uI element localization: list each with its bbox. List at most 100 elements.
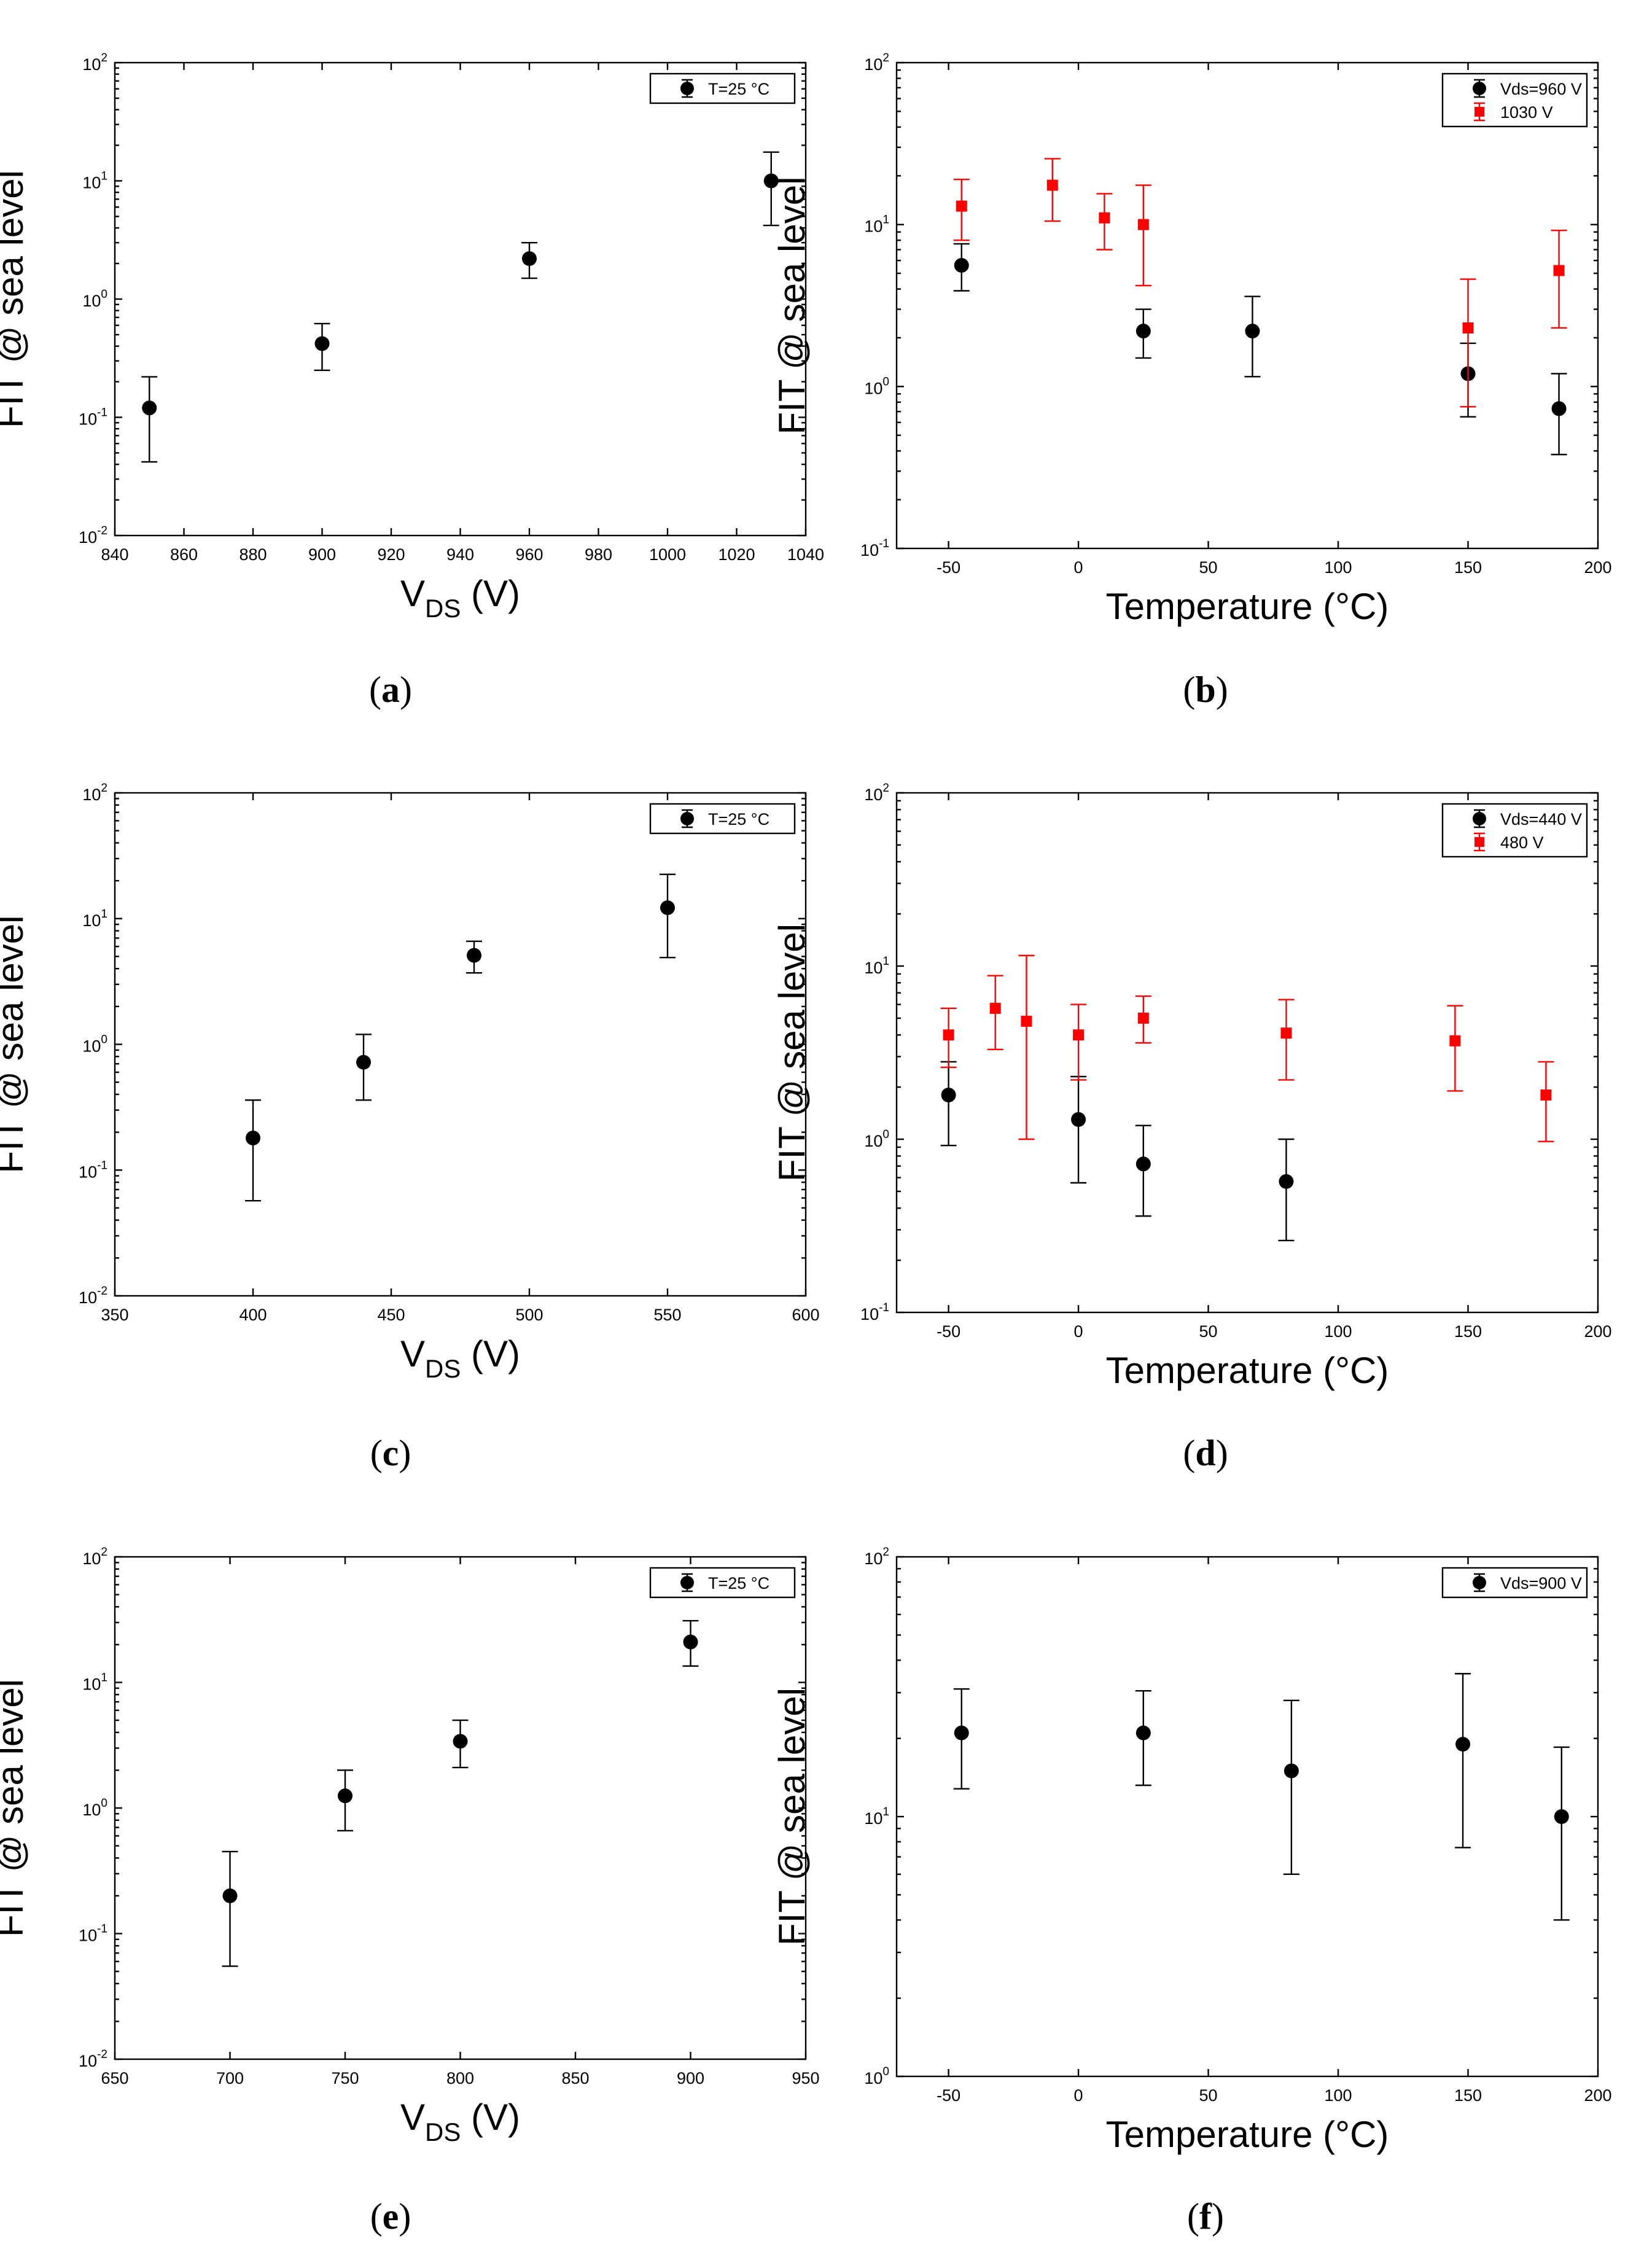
legend: T=25 °C	[649, 803, 796, 835]
legend: Vds=900 V	[1441, 1567, 1588, 1599]
chart-panel-b: -50 0 50 100 150 200 10-1 100 101 102 FIT @ sea le…	[771, 52, 1612, 710]
legend-label: 1030 V	[1500, 103, 1553, 122]
plot-area	[895, 1556, 1599, 2078]
series-0	[245, 873, 676, 1202]
legend-marker	[1474, 837, 1484, 847]
x-tick-label: 700	[216, 2069, 244, 2087]
legend: Vds=960 V 1030 V	[1441, 72, 1588, 128]
x-tick-label: -50	[937, 558, 960, 577]
x-tick-label: 850	[561, 2069, 589, 2087]
x-tick-label: 400	[239, 1306, 267, 1324]
plot-area	[114, 1556, 807, 2060]
x-tick-label: 0	[1074, 1322, 1083, 1341]
y-tick-label: 10-1	[860, 1301, 889, 1323]
y-tick-label: 102	[864, 52, 889, 74]
x-tick-label: 750	[331, 2069, 359, 2087]
y-axis-title: FIT @ sea level	[771, 924, 812, 1182]
data-point	[1245, 324, 1260, 339]
x-tick-label: 50	[1199, 2086, 1218, 2105]
panel-caption: (f)	[1187, 2196, 1224, 2237]
x-tick-label: 450	[377, 1306, 405, 1324]
y-tick-label: 10-2	[79, 2048, 107, 2070]
data-point	[1135, 1156, 1151, 1172]
x-tick-label: -50	[937, 1322, 960, 1341]
x-tick-label: 860	[170, 545, 198, 564]
legend-marker	[1473, 1576, 1486, 1589]
legend-label: Vds=900 V	[1500, 1574, 1582, 1592]
chart-panel-a: 840 860 880 900 920 940 960 980 1000 1020 1040 10-2…	[0, 52, 824, 710]
x-tick-label: 100	[1325, 1322, 1352, 1341]
legend-label: T=25 °C	[708, 810, 769, 828]
legend-box	[649, 803, 796, 835]
legend-marker	[1473, 812, 1486, 825]
data-point	[338, 1788, 353, 1804]
y-tick-label: 101	[82, 908, 107, 930]
x-tick-label: 0	[1074, 2086, 1083, 2105]
legend-box	[1441, 803, 1588, 858]
x-tick-label: 960	[515, 545, 543, 564]
data-point	[1135, 1725, 1151, 1740]
series-1	[940, 954, 1554, 1142]
x-tick-label: 100	[1325, 558, 1352, 577]
x-axis-title: VDS (V)	[400, 2097, 520, 2146]
x-tick-label: 980	[585, 545, 612, 564]
data-point	[1135, 324, 1151, 339]
series-0	[940, 1061, 1295, 1242]
y-axis-title: FIT @ sea level	[0, 916, 31, 1174]
data-point	[1137, 1012, 1149, 1024]
y-tick-label: 101	[864, 1806, 889, 1828]
legend-label: 480 V	[1500, 833, 1544, 852]
legend: T=25 °C	[649, 1567, 796, 1599]
y-tick-label: 100	[82, 288, 107, 310]
y-tick-label: 102	[82, 782, 107, 804]
data-point	[954, 258, 969, 273]
legend-label: Vds=960 V	[1500, 80, 1582, 98]
data-point	[142, 400, 157, 416]
y-tick-label: 100	[864, 375, 889, 397]
data-point	[1279, 1174, 1294, 1189]
x-tick-label: 900	[677, 2069, 704, 2087]
x-tick-label: 900	[308, 545, 336, 564]
y-tick-label: 102	[864, 1546, 889, 1568]
x-tick-label: 920	[377, 545, 405, 564]
legend-box	[1441, 1567, 1588, 1599]
data-point	[989, 1002, 1001, 1014]
legend-box	[649, 1567, 796, 1599]
data-point	[1283, 1763, 1299, 1779]
data-point	[660, 900, 675, 916]
y-tick-label: 10-2	[79, 1285, 107, 1307]
y-tick-label: 102	[864, 782, 889, 804]
data-point	[763, 173, 779, 189]
data-point	[1280, 1027, 1292, 1039]
x-axis-title: Temperature (°C)	[1106, 586, 1389, 627]
x-tick-label: 800	[446, 2069, 474, 2087]
plot-area	[114, 792, 807, 1297]
plot-area	[895, 792, 1599, 1314]
series-0	[953, 243, 1567, 456]
data-point	[356, 1054, 371, 1070]
x-tick-label: 550	[653, 1306, 681, 1324]
x-tick-label: 600	[792, 1306, 819, 1324]
legend-marker	[1474, 107, 1484, 117]
legend: Vds=440 V 480 V	[1441, 803, 1588, 858]
y-tick-label: 102	[82, 52, 107, 74]
data-point	[956, 200, 967, 212]
x-tick-label: 150	[1454, 558, 1482, 577]
data-point	[1073, 1029, 1085, 1041]
x-tick-label: 50	[1199, 1322, 1218, 1341]
panel-caption: (a)	[369, 669, 412, 710]
data-point	[1449, 1035, 1461, 1046]
x-tick-label: 350	[101, 1306, 128, 1324]
data-point	[314, 336, 330, 351]
data-point	[1540, 1089, 1552, 1101]
x-tick-label: 100	[1325, 2086, 1352, 2105]
y-tick-label: 101	[82, 170, 107, 192]
x-tick-label: 500	[515, 1306, 543, 1324]
y-tick-label: 10-2	[79, 524, 107, 547]
x-tick-label: 200	[1584, 558, 1611, 577]
data-point	[1071, 1112, 1086, 1127]
y-tick-label: 10-1	[79, 407, 107, 429]
series-0	[953, 1673, 1570, 1921]
x-tick-label: 0	[1074, 558, 1083, 577]
